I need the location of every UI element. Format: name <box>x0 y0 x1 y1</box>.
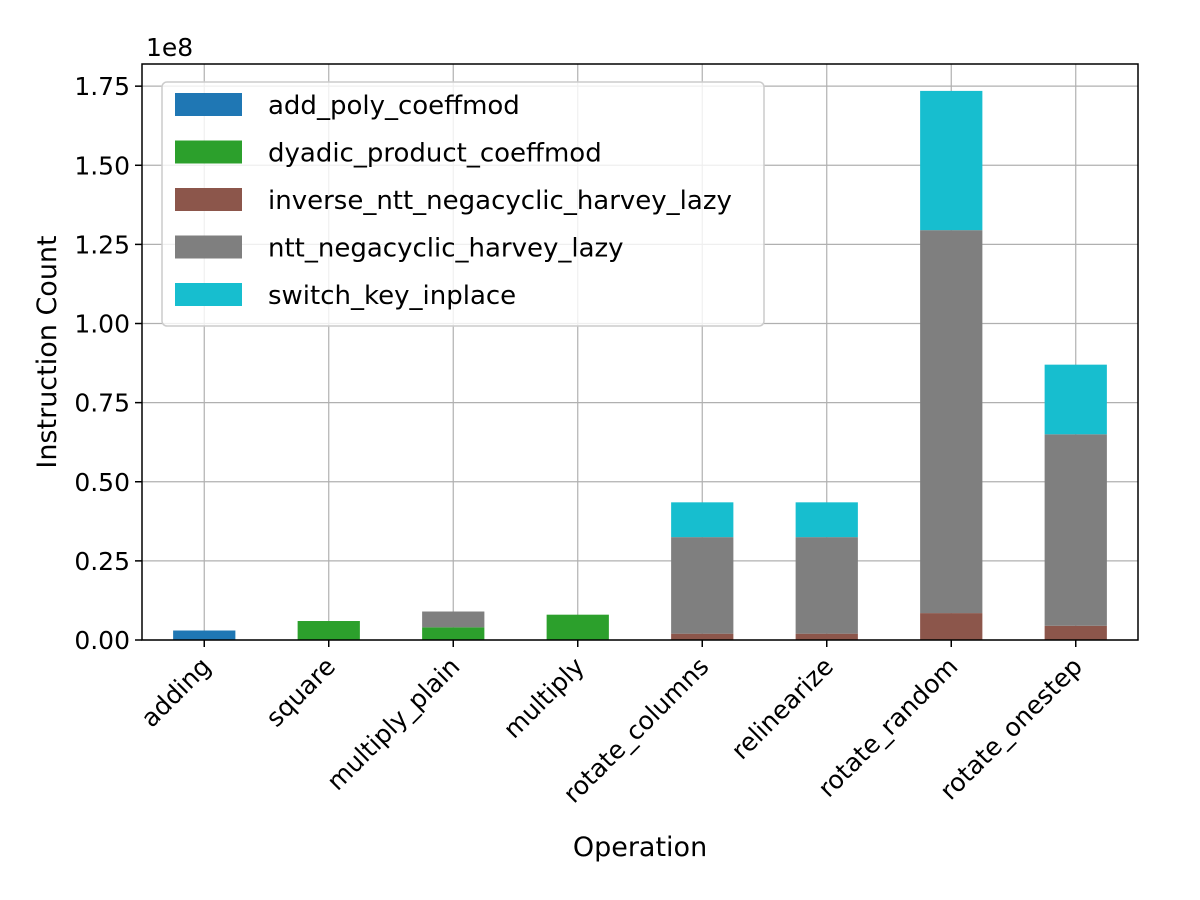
y-tick-label: 1.25 <box>74 230 130 259</box>
legend: add_poly_coeffmod dyadic_product_coeffmod… <box>161 81 765 327</box>
legend-label: switch_key_inplace <box>268 281 516 311</box>
plot-frame <box>141 63 1139 641</box>
bar-segment-multiply-dyadic_product_coeffmod <box>546 614 609 640</box>
x-axis-title: Operation <box>573 832 707 863</box>
legend-swatch <box>175 188 242 211</box>
bar-segment-multiply_plain-ntt_negacyclic_harvey_lazy <box>422 611 485 628</box>
x-tick-label: multiply_plain <box>321 652 465 796</box>
bar-segment-rotate_columns-switch_key_inplace <box>671 502 734 538</box>
bar-segment-relinearize-inverse_ntt_negacyclic_harvey_lazy <box>795 633 858 640</box>
legend-swatch <box>175 93 242 116</box>
bar-segment-rotate_columns-ntt_negacyclic_harvey_lazy <box>671 537 734 634</box>
y-axis-title: Instruction Count <box>32 235 63 468</box>
legend-box <box>161 81 765 327</box>
bar-segment-adding-add_poly_coeffmod <box>173 630 236 640</box>
x-tick-label: multiply <box>498 652 590 744</box>
bar-segment-rotate_onestep-ntt_negacyclic_harvey_lazy <box>1044 434 1107 626</box>
bar-segment-rotate_onestep-inverse_ntt_negacyclic_harvey_lazy <box>1044 625 1107 640</box>
bars <box>173 90 1107 640</box>
bar-segment-rotate_columns-inverse_ntt_negacyclic_harvey_lazy <box>671 633 734 640</box>
bar-segment-rotate_random-switch_key_inplace <box>920 90 983 231</box>
bar-segment-square-dyadic_product_coeffmod <box>297 621 360 640</box>
bar-segment-relinearize-ntt_negacyclic_harvey_lazy <box>795 537 858 634</box>
y-tick-label: 0.00 <box>74 626 130 655</box>
bar-segment-rotate_random-ntt_negacyclic_harvey_lazy <box>920 230 983 614</box>
y-tick-label: 0.50 <box>74 468 130 497</box>
legend-label: dyadic_product_coeffmod <box>268 139 602 169</box>
legend-swatch <box>175 140 242 164</box>
y-tick-label: 0.75 <box>74 389 130 418</box>
legend-swatch <box>175 235 242 259</box>
y-axis-offset-label: 1e8 <box>146 33 193 62</box>
y-tick-label: 1.00 <box>74 310 130 339</box>
bar-segment-rotate_onestep-switch_key_inplace <box>1044 364 1107 435</box>
bar-segment-relinearize-switch_key_inplace <box>795 502 858 538</box>
y-tick-label: 1.75 <box>74 72 130 101</box>
legend-swatch <box>175 283 242 306</box>
x-tick-label: adding <box>135 652 216 733</box>
y-tick-label: 0.25 <box>74 547 130 576</box>
x-tick-label: square <box>260 652 341 733</box>
legend-label: add_poly_coeffmod <box>268 91 520 121</box>
y-tick-label: 1.50 <box>74 151 130 180</box>
x-tick-label: relinearize <box>726 652 839 765</box>
bar-segment-rotate_random-inverse_ntt_negacyclic_harvey_lazy <box>920 613 983 640</box>
y-axis-ticks: 0.00 0.25 0.50 0.75 1.00 1.25 1.50 1.75 <box>74 72 142 655</box>
legend-label: inverse_ntt_negacyclic_harvey_lazy <box>268 186 732 216</box>
legend-label: ntt_negacyclic_harvey_lazy <box>268 234 624 264</box>
bar-segment-multiply_plain-dyadic_product_coeffmod <box>422 627 485 640</box>
